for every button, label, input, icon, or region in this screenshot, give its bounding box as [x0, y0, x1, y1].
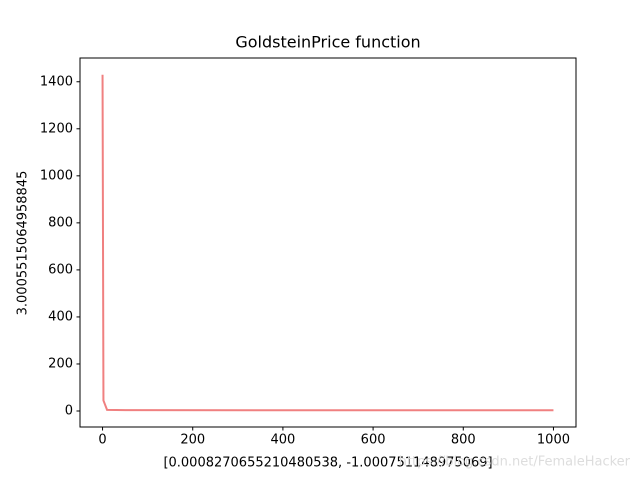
y-tick-label: 200 [48, 356, 73, 371]
x-tick-label: 0 [98, 433, 106, 448]
y-axis-label: 3.0005515064958845 [16, 171, 31, 316]
y-tick-label: 400 [48, 309, 73, 324]
y-tick-label: 1400 [40, 74, 73, 89]
y-tick-label: 0 [65, 404, 73, 419]
y-tick-label: 1000 [40, 168, 73, 183]
plot-frame [79, 57, 577, 428]
x-tick-label: 200 [180, 433, 205, 448]
y-tick-label: 600 [48, 262, 73, 277]
chart-title: GoldsteinPrice function [235, 33, 420, 52]
x-tick-label: 1000 [537, 433, 570, 448]
x-tick-label: 800 [451, 433, 476, 448]
watermark: https://blog.csdn.net/FemaleHacker [399, 455, 631, 470]
x-axis-label: [0.0008270655210480538, -1.0007511489750… [163, 456, 492, 471]
x-tick-label: 600 [361, 433, 386, 448]
x-tick-label: 400 [270, 433, 295, 448]
y-tick-label: 800 [48, 215, 73, 230]
line [101, 74, 554, 412]
y-tick-label: 1200 [40, 121, 73, 136]
